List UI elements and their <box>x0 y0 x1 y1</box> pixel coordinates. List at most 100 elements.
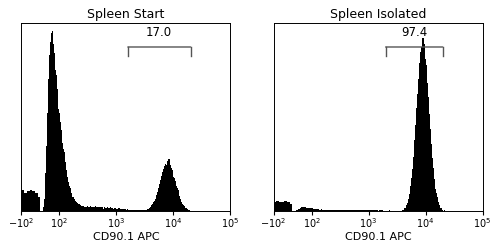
Bar <box>96 207 97 211</box>
Bar <box>60 122 61 211</box>
Bar <box>155 199 156 211</box>
Bar <box>438 205 440 211</box>
Bar <box>336 210 338 211</box>
Title: Spleen Start: Spleen Start <box>88 8 164 21</box>
Bar <box>128 210 130 211</box>
Bar <box>309 208 310 211</box>
Bar <box>182 204 183 211</box>
Bar <box>338 210 340 211</box>
Bar <box>38 197 40 211</box>
Bar <box>279 202 281 211</box>
X-axis label: CD90.1 APC: CD90.1 APC <box>344 232 412 242</box>
Bar <box>408 199 409 211</box>
Bar <box>84 207 86 211</box>
Bar <box>276 201 279 211</box>
Bar <box>161 176 162 211</box>
Bar <box>360 210 362 211</box>
Bar <box>132 210 133 211</box>
Bar <box>362 210 364 211</box>
Bar <box>54 52 55 211</box>
Bar <box>62 149 64 211</box>
Bar <box>353 210 354 211</box>
Bar <box>86 207 88 211</box>
Bar <box>310 208 311 211</box>
Bar <box>104 208 106 211</box>
Bar <box>371 210 372 211</box>
Bar <box>120 208 121 211</box>
Bar <box>348 210 349 211</box>
Bar <box>386 210 387 211</box>
Bar <box>80 206 81 211</box>
Bar <box>316 210 318 211</box>
Bar <box>434 179 435 211</box>
Bar <box>133 210 134 211</box>
Bar <box>141 210 142 211</box>
Bar <box>88 206 90 211</box>
Bar <box>126 209 128 211</box>
Bar <box>122 209 124 211</box>
Bar <box>282 202 284 211</box>
Bar <box>124 209 126 211</box>
X-axis label: CD90.1 APC: CD90.1 APC <box>92 232 160 242</box>
Bar <box>113 209 114 211</box>
Bar <box>134 210 135 211</box>
Bar <box>416 108 417 211</box>
Bar <box>331 210 332 211</box>
Bar <box>413 158 414 211</box>
Bar <box>116 209 117 211</box>
Bar <box>370 210 371 211</box>
Bar <box>158 188 159 211</box>
Bar <box>314 209 315 211</box>
Bar <box>352 210 353 211</box>
Bar <box>328 210 329 211</box>
Bar <box>349 210 350 211</box>
Bar <box>106 208 108 211</box>
Bar <box>184 208 186 211</box>
Bar <box>329 210 330 211</box>
Bar <box>143 210 144 211</box>
Bar <box>57 89 58 211</box>
Bar <box>404 208 406 211</box>
Bar <box>170 165 172 211</box>
Bar <box>70 188 72 211</box>
Bar <box>162 172 163 211</box>
Bar <box>163 169 164 211</box>
Bar <box>94 207 95 211</box>
Bar <box>177 188 178 211</box>
Bar <box>114 208 115 211</box>
Bar <box>367 210 368 211</box>
Bar <box>74 198 75 211</box>
Bar <box>95 206 96 211</box>
Bar <box>436 193 437 211</box>
Bar <box>66 174 68 211</box>
Bar <box>364 210 366 211</box>
Bar <box>418 64 420 211</box>
Bar <box>430 129 431 211</box>
Bar <box>138 210 139 211</box>
Bar <box>374 210 375 211</box>
Bar <box>117 208 118 211</box>
Bar <box>59 113 60 211</box>
Bar <box>150 207 152 211</box>
Bar <box>64 162 66 211</box>
Bar <box>152 204 153 211</box>
Bar <box>376 210 378 211</box>
Bar <box>180 198 181 211</box>
Text: 97.4: 97.4 <box>401 26 427 40</box>
Bar <box>121 209 122 211</box>
Bar <box>156 195 157 211</box>
Bar <box>168 159 170 211</box>
Bar <box>178 190 179 211</box>
Bar <box>428 97 429 211</box>
Bar <box>318 210 320 211</box>
Bar <box>35 193 37 211</box>
Bar <box>76 202 77 211</box>
Bar <box>435 189 436 211</box>
Bar <box>56 75 57 211</box>
Bar <box>284 201 287 211</box>
Bar <box>154 201 155 211</box>
Bar <box>82 206 84 211</box>
Bar <box>101 207 102 211</box>
Bar <box>68 182 70 211</box>
Bar <box>81 206 82 211</box>
